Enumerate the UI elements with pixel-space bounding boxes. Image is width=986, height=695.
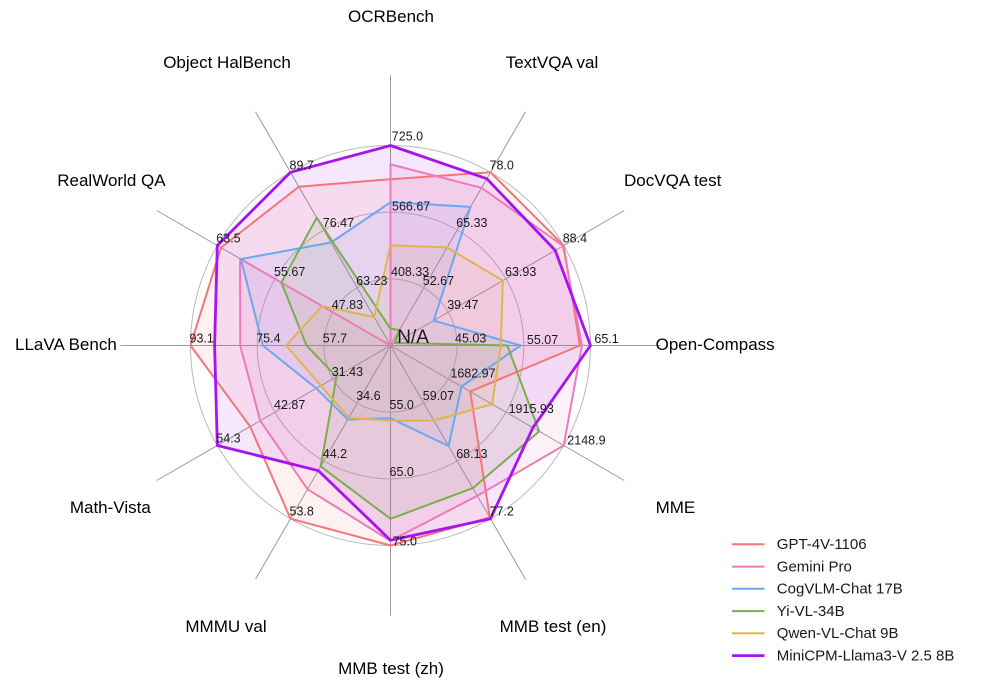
svg-text:Gemini Pro: Gemini Pro	[777, 558, 852, 575]
svg-text:MMB test (en): MMB test (en)	[500, 617, 607, 636]
svg-text:MMMU val: MMMU val	[185, 617, 266, 636]
svg-text:88.4: 88.4	[563, 232, 587, 246]
svg-text:LLaVA Bench: LLaVA Bench	[15, 335, 117, 354]
svg-text:78.0: 78.0	[490, 158, 514, 172]
svg-text:55.0: 55.0	[390, 398, 414, 412]
svg-text:63.23: 63.23	[356, 274, 387, 288]
svg-text:Yi-VL-34B: Yi-VL-34B	[777, 603, 845, 620]
svg-text:Open-Compass: Open-Compass	[656, 335, 775, 354]
svg-text:89.7: 89.7	[290, 158, 314, 172]
svg-text:59.07: 59.07	[423, 389, 454, 403]
svg-text:63.93: 63.93	[505, 265, 536, 279]
svg-text:GPT-4V-1106: GPT-4V-1106	[777, 536, 867, 553]
svg-text:65.0: 65.0	[390, 465, 414, 479]
svg-text:54.3: 54.3	[216, 432, 240, 446]
svg-text:408.33: 408.33	[391, 265, 429, 279]
svg-text:93.1: 93.1	[190, 332, 214, 346]
svg-text:725.0: 725.0	[392, 129, 423, 143]
svg-text:68.13: 68.13	[456, 447, 487, 461]
svg-text:63.5: 63.5	[216, 232, 240, 246]
svg-text:42.87: 42.87	[274, 398, 305, 412]
svg-text:55.07: 55.07	[527, 333, 558, 347]
svg-text:566.67: 566.67	[392, 200, 430, 214]
svg-text:44.2: 44.2	[323, 447, 347, 461]
svg-text:76.47: 76.47	[323, 216, 354, 230]
svg-text:75.0: 75.0	[393, 534, 417, 548]
svg-text:MMB test (zh): MMB test (zh)	[338, 659, 444, 678]
svg-text:MiniCPM-Llama3-V 2.5 8B: MiniCPM-Llama3-V 2.5 8B	[777, 647, 955, 664]
svg-text:39.47: 39.47	[447, 298, 478, 312]
svg-text:77.2: 77.2	[490, 505, 514, 519]
svg-text:1915.93: 1915.93	[509, 402, 554, 416]
svg-text:2148.9: 2148.9	[567, 433, 605, 447]
svg-text:OCRBench: OCRBench	[348, 7, 434, 26]
svg-text:47.83: 47.83	[332, 298, 363, 312]
svg-text:Qwen-VL-Chat 9B: Qwen-VL-Chat 9B	[777, 625, 899, 642]
svg-text:MME: MME	[656, 498, 696, 517]
svg-text:65.1: 65.1	[594, 332, 618, 346]
svg-text:N/A: N/A	[397, 327, 429, 348]
svg-text:65.33: 65.33	[456, 216, 487, 230]
svg-text:75.4: 75.4	[256, 332, 280, 346]
svg-text:1682.97: 1682.97	[450, 367, 495, 381]
svg-text:Math-Vista: Math-Vista	[70, 498, 151, 517]
svg-text:DocVQA test: DocVQA test	[624, 171, 722, 190]
svg-text:52.67: 52.67	[423, 274, 454, 288]
svg-text:CogVLM-Chat 17B: CogVLM-Chat 17B	[777, 581, 903, 598]
svg-text:RealWorld QA: RealWorld QA	[57, 171, 166, 190]
svg-text:Object HalBench: Object HalBench	[163, 53, 291, 72]
svg-text:45.03: 45.03	[455, 332, 486, 346]
svg-text:TextVQA val: TextVQA val	[506, 53, 599, 72]
svg-text:57.7: 57.7	[323, 332, 347, 346]
svg-text:31.43: 31.43	[332, 365, 363, 379]
svg-text:34.6: 34.6	[356, 389, 380, 403]
svg-text:53.8: 53.8	[290, 505, 314, 519]
svg-text:55.67: 55.67	[274, 265, 305, 279]
